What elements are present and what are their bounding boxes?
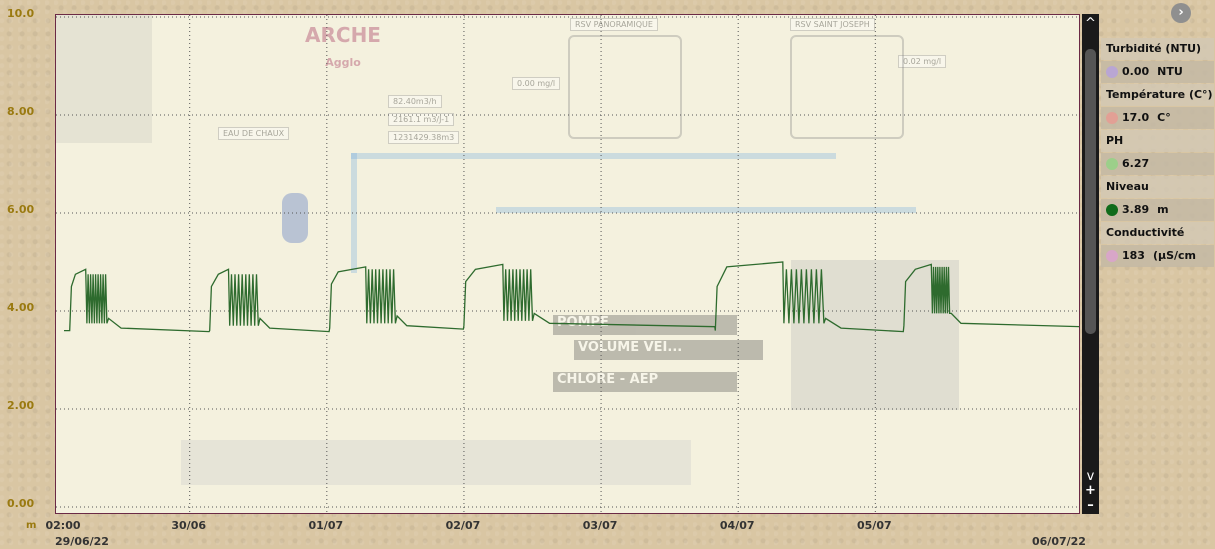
pipe-lower	[496, 207, 916, 213]
x-tick-label: 01/07	[308, 519, 344, 532]
turbidite-dot-icon	[1106, 66, 1118, 78]
conductivite-dot-icon	[1106, 250, 1118, 262]
y-tick-label: 6.00	[7, 203, 35, 216]
tank-right	[790, 35, 904, 139]
legend-value-ph: 6.27	[1101, 153, 1214, 175]
turbidite-value: 0.00	[1122, 65, 1150, 78]
logo-subtext: Agglo	[325, 56, 361, 69]
label-flow-3: 1231429.38m3	[388, 131, 460, 144]
x-tick-label: 02/07	[445, 519, 481, 532]
label-flow-1: 82.40m3/h	[388, 95, 442, 108]
legend-title-temperature: Température (C°)	[1101, 84, 1214, 106]
conductivite-unit: (µS/cm	[1152, 249, 1197, 262]
pipe-horizontal	[351, 153, 836, 159]
label-rsv-saint-joseph: RSV SAINT JOSEPH	[790, 18, 875, 31]
x-tick-label: 04/07	[719, 519, 755, 532]
zoom-in-button[interactable]: +	[1085, 483, 1096, 498]
logo: ARCHE Agglo	[303, 23, 383, 69]
y-tick-label: 4.00	[7, 301, 35, 314]
chart-area: ARCHE Agglo RSV PANORAMIQUE RSV SAINT JO…	[55, 14, 1080, 514]
conductivite-value: 183	[1122, 249, 1145, 262]
niveau-value: 3.89	[1122, 203, 1150, 216]
legend-value-niveau: 3.89 m	[1101, 199, 1214, 221]
label-mg-2: 0.02 mg/l	[898, 55, 947, 68]
legend-title-ph: PH	[1101, 130, 1214, 152]
legend-value-turbidite: 0.00 NTU	[1101, 61, 1214, 83]
y-tick-label: 2.00	[7, 399, 35, 412]
temperature-unit: C°	[1157, 111, 1171, 124]
logo-text: ARCHE	[305, 23, 381, 47]
label-rsv-panoramique: RSV PANORAMIQUE	[570, 18, 658, 31]
scroll-up-button[interactable]: ^	[1085, 16, 1096, 31]
legend-title-conductivite: Conductivité	[1101, 222, 1214, 244]
temperature-value: 17.0	[1122, 111, 1150, 124]
label-mg-1: 0.00 mg/l	[512, 77, 561, 90]
scroll-thumb[interactable]	[1085, 49, 1096, 334]
x-tick-label: 05/07	[856, 519, 892, 532]
label-eau-de-chaux: EAU DE CHAUX	[218, 127, 290, 140]
temperature-dot-icon	[1106, 112, 1118, 124]
series-line-niveau	[64, 261, 1079, 333]
scroll-down-button[interactable]: v	[1086, 469, 1095, 484]
legend-value-conductivite: 183 (µS/cm	[1101, 245, 1214, 267]
plot	[56, 15, 1079, 513]
ph-value: 6.27	[1122, 157, 1150, 170]
x-tick-label: 02:00	[45, 519, 81, 532]
vessel	[282, 193, 308, 243]
x-tick-label: 03/07	[582, 519, 618, 532]
chevron-right-icon[interactable]: ›	[1171, 3, 1191, 23]
legend-panel: Turbidité (NTU) 0.00 NTU Température (C°)…	[1101, 38, 1214, 268]
niveau-dot-icon	[1106, 204, 1118, 216]
niveau-unit: m	[1157, 203, 1169, 216]
pipe-vertical	[351, 153, 357, 273]
building-photo	[56, 15, 152, 143]
turbidite-unit: NTU	[1157, 65, 1183, 78]
scrollbar[interactable]: ^ v + –	[1082, 14, 1099, 514]
x-tick-date-label: 29/06/22	[55, 535, 109, 548]
ph-dot-icon	[1106, 158, 1118, 170]
pompe-text: POMPE	[557, 315, 609, 330]
x-tick-label: 30/06	[171, 519, 207, 532]
chlore-panel: CHLORE - AEP	[553, 372, 737, 392]
y-tick-label: 10.0	[7, 7, 35, 20]
y-tick-label: 0.00	[7, 497, 35, 510]
chlore-text: CHLORE - AEP	[557, 372, 659, 387]
volume-text: VOLUME VEI...	[578, 340, 683, 355]
zoom-out-button[interactable]: –	[1087, 498, 1094, 513]
y-tick-label: 8.00	[7, 105, 35, 118]
volume-panel: VOLUME VEI...	[574, 340, 763, 360]
bottom-panel	[181, 440, 691, 485]
x-tick-date-label: 06/07/22	[1032, 535, 1086, 548]
legend-value-temperature: 17.0 C°	[1101, 107, 1214, 129]
legend-title-niveau: Niveau	[1101, 176, 1214, 198]
label-flow-2: 2161.1 m3/J-1	[388, 113, 455, 126]
legend-title-turbidite: Turbidité (NTU)	[1101, 38, 1214, 60]
y-axis-unit: m	[26, 520, 37, 531]
tank-left	[568, 35, 682, 139]
